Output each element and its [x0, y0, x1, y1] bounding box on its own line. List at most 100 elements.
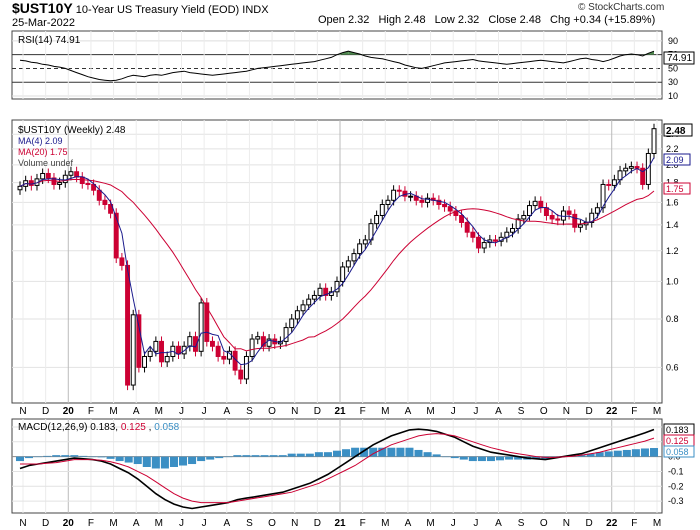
macd-histogram-bar — [242, 455, 251, 457]
macd-histogram-bar — [496, 456, 505, 461]
candle-body — [555, 218, 561, 221]
candle-body — [136, 314, 142, 368]
x-axis-label: S — [246, 518, 253, 529]
x-axis-label: M — [155, 518, 163, 529]
macd-histogram-bar — [15, 456, 25, 462]
candle-body — [96, 189, 102, 201]
price-tick-label: 0.6 — [666, 362, 679, 372]
macd-histogram-bar — [486, 456, 495, 462]
x-axis-label: M — [653, 406, 661, 417]
candle-body — [164, 355, 170, 363]
x-axis-label: N — [291, 406, 298, 417]
macd-histogram-bar — [514, 456, 523, 460]
macd-histogram-bar — [640, 448, 649, 457]
change-value: +0.34 (+15.89%) — [573, 14, 656, 26]
ma4-line — [19, 157, 655, 366]
x-axis-label: J — [202, 406, 207, 417]
macd-histogram-bar — [332, 450, 342, 457]
price-tick-label: 2.2 — [666, 144, 679, 154]
macd-histogram-bar — [151, 456, 160, 469]
ma20-line — [19, 178, 655, 352]
low-label: Low — [434, 14, 455, 26]
price-legend-2: MA(4) 2.09 — [18, 136, 63, 146]
candle-body — [119, 257, 125, 266]
macd-histogram-bar — [179, 456, 188, 466]
candle-body — [606, 183, 612, 186]
candle-body — [476, 236, 481, 249]
macd-histogram-bar — [251, 455, 260, 457]
macd-tick-label: -0.2 — [668, 481, 684, 491]
candle-body — [249, 338, 255, 357]
x-axis-label: 22 — [606, 518, 618, 529]
rsi-tick-label: 30 — [668, 77, 678, 87]
quote-date: 25-Mar-2022 — [12, 17, 75, 29]
macd-histogram-bar — [269, 455, 278, 457]
x-axis-label: J — [451, 406, 456, 417]
macd-histogram-bar — [378, 447, 387, 457]
candle-body — [481, 242, 487, 249]
x-axis-label: O — [540, 406, 548, 417]
macd-histogram-bar — [351, 447, 360, 457]
watermark: © StockCharts.com — [578, 2, 665, 13]
candle-body — [419, 199, 425, 203]
macd-histogram-bar — [405, 447, 414, 457]
x-axis-label: S — [518, 406, 525, 417]
macd-histogram-bar — [124, 456, 133, 463]
macd-histogram-bar — [432, 454, 441, 457]
candle-body — [153, 340, 159, 352]
candle-body — [147, 350, 153, 357]
candle-body — [453, 210, 459, 216]
ohlc-readout: Open 2.32 High 2.48 Low 2.32 Close 2.48 … — [318, 14, 655, 26]
macd-histogram-bar — [595, 452, 604, 457]
macd-histogram-bar — [622, 449, 631, 457]
macd-legend-sep: , — [149, 422, 155, 433]
candle-body — [159, 340, 164, 363]
candle-body — [238, 369, 244, 380]
x-axis-label: F — [631, 518, 637, 529]
macd-histogram-bar — [477, 456, 486, 462]
candle-body — [323, 287, 329, 296]
macd-histogram-bar — [278, 455, 287, 457]
x-axis-label: N — [291, 518, 298, 529]
candle-body — [566, 210, 572, 215]
macd-histogram-bar — [169, 456, 178, 467]
macd-histogram-bar — [160, 456, 169, 469]
candle-body — [40, 172, 46, 180]
candle-body — [362, 239, 368, 245]
instrument-name: 10-Year US Treasury Yield (EOD) — [75, 4, 240, 16]
signal-badge: 0.125 — [666, 436, 689, 446]
x-axis-label: N — [19, 406, 26, 417]
x-axis-label: M — [381, 406, 389, 417]
candle-body — [425, 197, 431, 203]
macd-histogram-bar — [296, 453, 305, 457]
x-axis-label: S — [518, 518, 525, 529]
macd-histogram-bar — [369, 447, 378, 457]
candle-body — [521, 214, 527, 220]
rsi-panel-frame — [11, 30, 663, 100]
candle-body — [379, 204, 385, 216]
candle-body — [311, 294, 317, 300]
macd-histogram-bar — [396, 447, 405, 457]
candle-body — [351, 253, 357, 262]
macd-histogram-bar — [25, 456, 34, 459]
ma4-badge-box — [663, 153, 691, 166]
price-tick-label: 0.8 — [666, 314, 679, 324]
macd-histogram-bar — [505, 456, 514, 460]
candle-body — [396, 189, 402, 192]
x-axis-label: F — [631, 406, 637, 417]
close-value: 2.48 — [519, 14, 541, 26]
macd-histogram-bar — [459, 456, 468, 460]
candle-body — [594, 207, 600, 214]
macd-histogram-bar — [468, 456, 477, 462]
macd-panel-frame — [11, 418, 663, 514]
macd-histogram-bar — [215, 456, 224, 459]
candle-body — [45, 172, 51, 179]
x-axis-label: A — [133, 406, 140, 417]
macd-histogram-bar — [604, 451, 613, 457]
candle-body — [266, 338, 272, 347]
open-value: 2.32 — [347, 14, 370, 26]
rsi-overbought-fill — [342, 51, 349, 55]
x-axis-label: M — [426, 406, 434, 417]
candle-body — [464, 221, 470, 233]
macd-histogram-bar — [34, 456, 43, 458]
